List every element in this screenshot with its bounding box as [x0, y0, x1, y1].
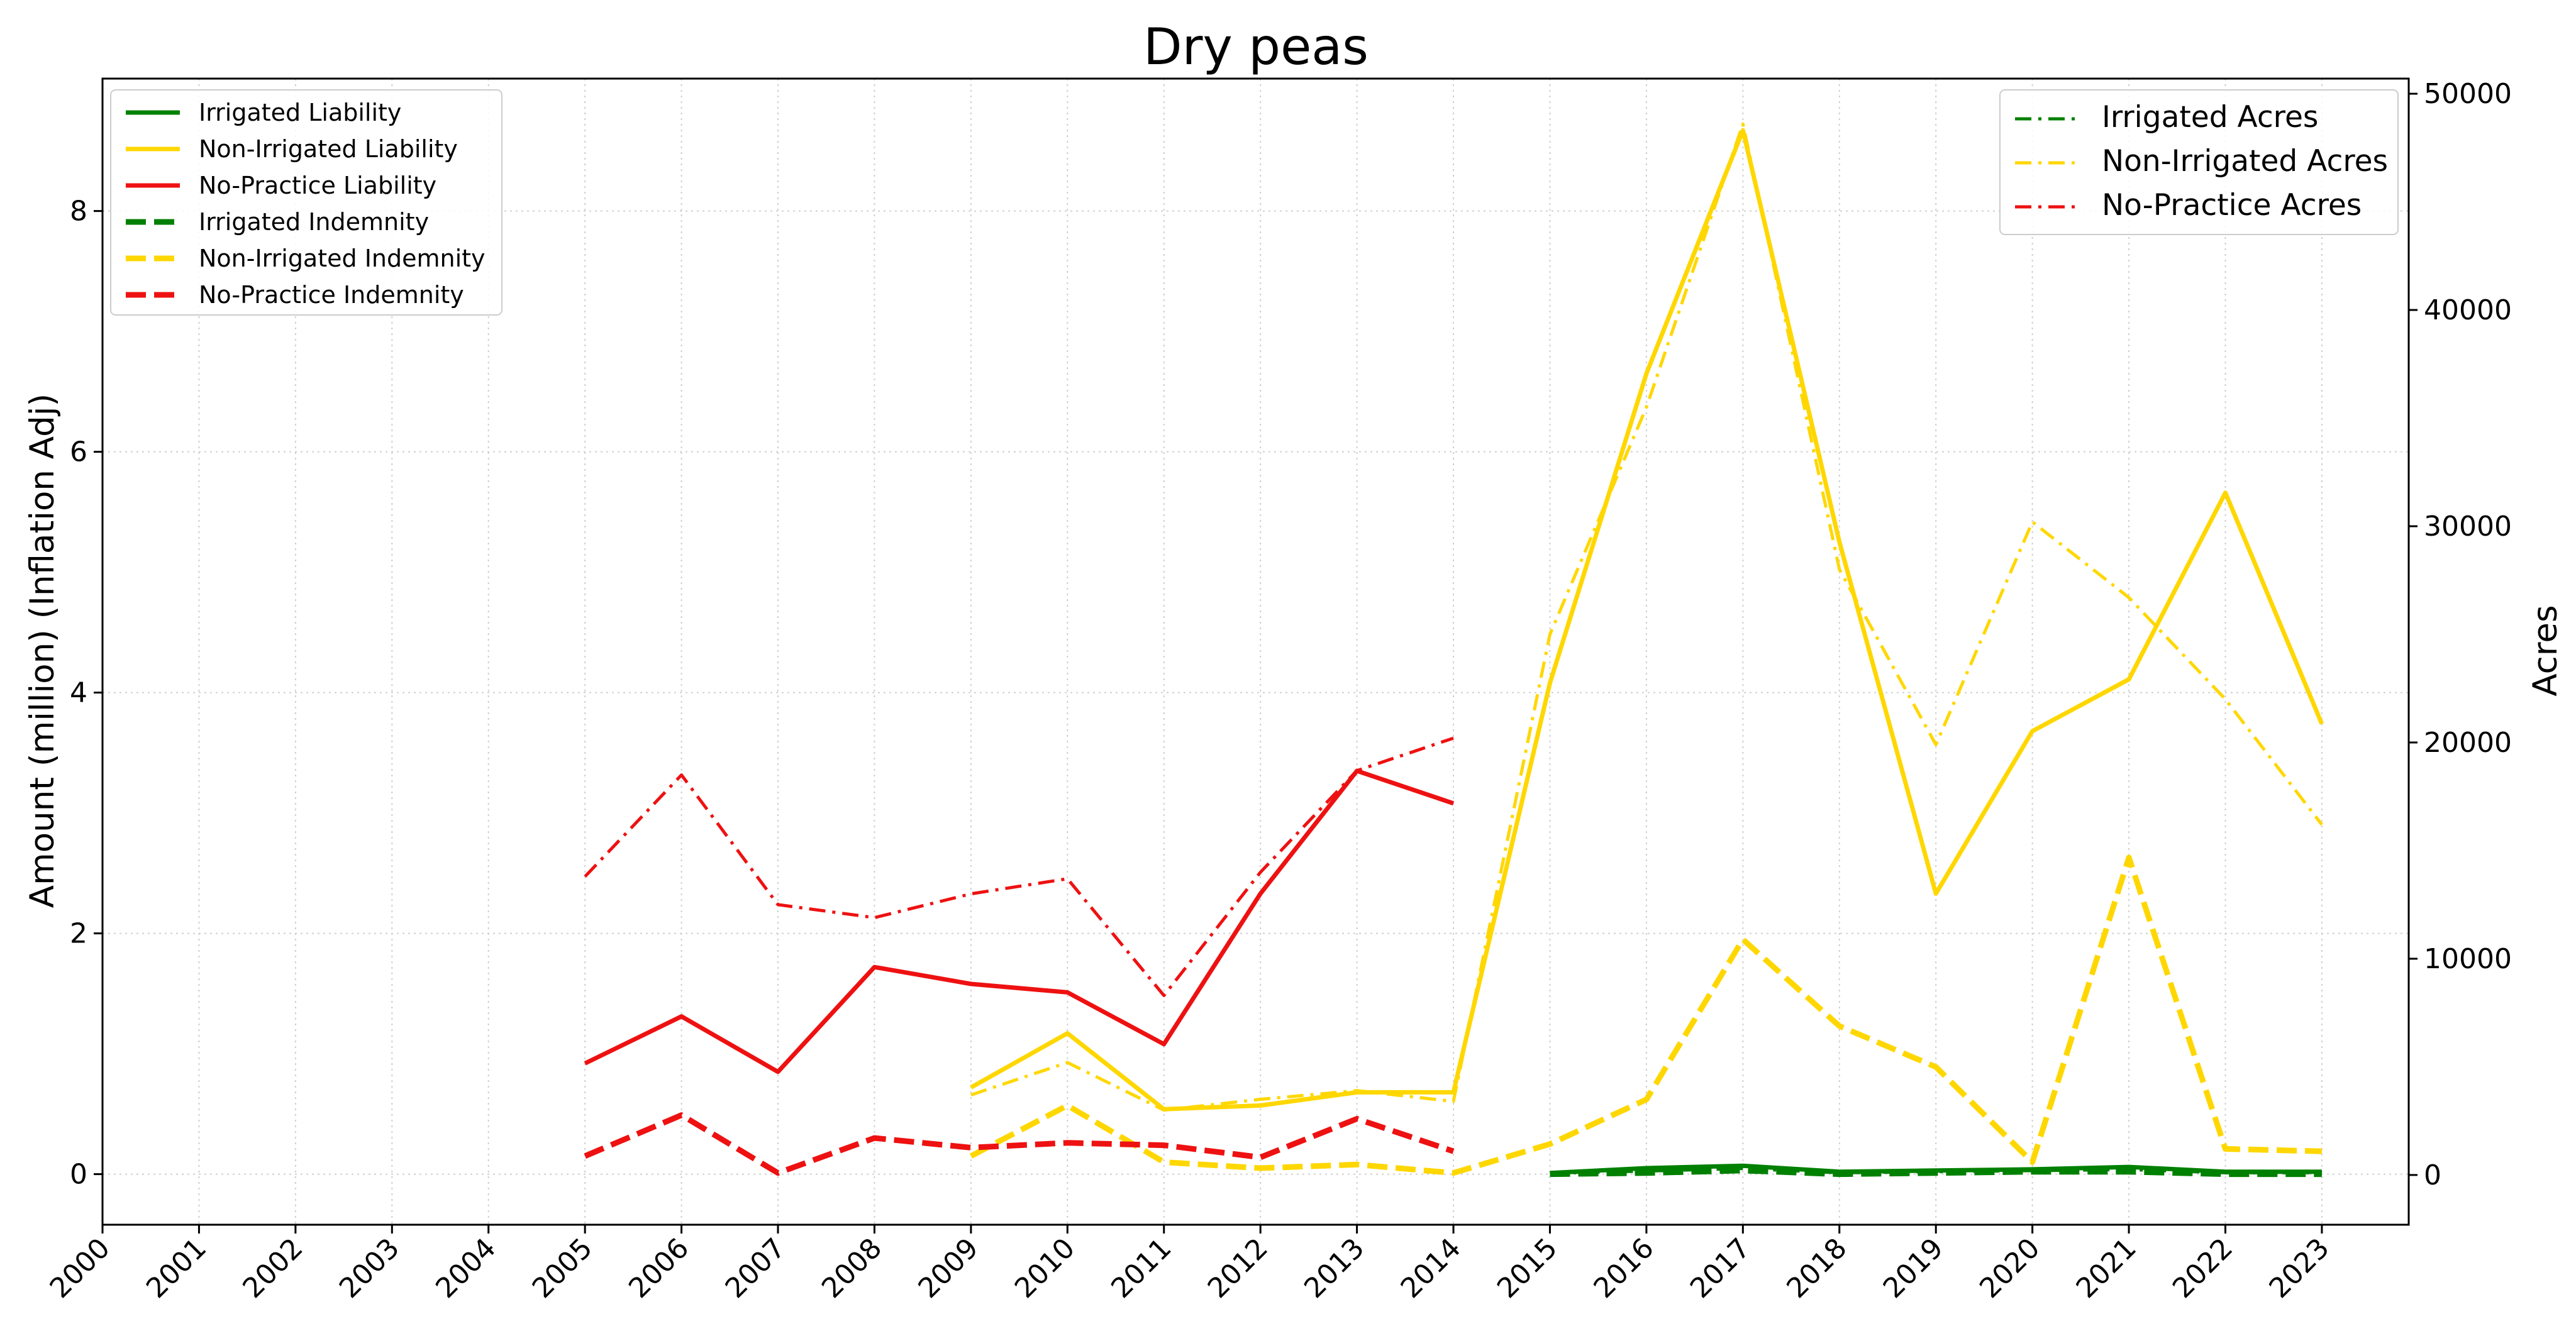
legend-acres: Irrigated Acres Non-Irrigated Acres No-Pra…	[1999, 89, 2399, 235]
x-tick-label: 2014	[1395, 1232, 1467, 1305]
series-line-non-irrigated-indemnity	[969, 854, 2323, 1176]
legend-label-non-irrigated-liability: Non-Irrigated Liability	[199, 135, 458, 163]
legend-label-no-practice-indemnity: No-Practice Indemnity	[199, 281, 464, 309]
y2-tick-label: 40000	[2424, 294, 2512, 326]
grid-lines	[102, 79, 2409, 1225]
x-tick-label: 2012	[1202, 1232, 1274, 1305]
y-axis-label: Amount (million) (Inflation Adj)	[23, 394, 62, 908]
x-tick-label: 2005	[526, 1232, 599, 1305]
series-line-no-practice-liability	[584, 768, 1455, 1074]
y2-tick-label: 0	[2424, 1159, 2441, 1191]
plot-frame	[101, 77, 2410, 1226]
x-tick-label: 2002	[236, 1232, 309, 1305]
y-tick-label: 4	[70, 677, 87, 709]
x-tick-label: 2010	[1009, 1232, 1081, 1305]
x-tick-label: 2011	[1105, 1232, 1177, 1305]
chart-title: Dry peas	[1143, 18, 1368, 76]
legend-frame	[1999, 89, 2399, 235]
y2-axis-label: Acres	[2526, 605, 2565, 696]
series-line-no-practice-indemnity	[584, 1112, 1455, 1176]
x-tick-label: 2020	[1974, 1232, 2046, 1305]
x-tick-label: 2009	[912, 1232, 984, 1305]
x-tick-label: 2023	[2263, 1232, 2335, 1305]
legend-label-irrigated-indemnity: Irrigated Indemnity	[199, 208, 429, 236]
series-line-irrigated-acres	[1550, 1167, 2322, 1175]
legend-frame	[110, 89, 502, 316]
x-tick-label: 2021	[2070, 1232, 2143, 1305]
y2-tick-label: 20000	[2424, 727, 2512, 759]
x-tick-label: 2001	[140, 1232, 213, 1305]
y-tick-label: 2	[70, 918, 87, 950]
legend-label-irrigated-liability: Irrigated Liability	[199, 99, 401, 126]
y2-tick-label: 10000	[2424, 943, 2512, 975]
x-tick-label: 2008	[816, 1232, 888, 1305]
y-tick-label: 6	[70, 436, 87, 468]
legend-label-no-practice-acres: No-Practice Acres	[2102, 188, 2362, 223]
series-layer	[584, 122, 2324, 1178]
series-line-no-practice-acres	[584, 736, 1454, 997]
x-axis-ticks: 2000 2001 2002 2003 2004 2005 2006 2007 2008 2009…	[44, 1225, 2336, 1305]
x-tick-label: 2013	[1298, 1232, 1370, 1305]
y2-tick-label: 30000	[2424, 511, 2512, 543]
series-line-non-irrigated-acres	[970, 122, 2323, 1112]
legend-label-irrigated-acres: Irrigated Acres	[2102, 100, 2318, 135]
x-tick-label: 2017	[1684, 1232, 1757, 1305]
x-tick-label: 2016	[1587, 1232, 1660, 1305]
x-tick-label: 2003	[333, 1232, 406, 1305]
series-line-irrigated-indemnity	[1550, 1168, 2322, 1178]
y-axis-ticks: 0 2 4 6 8	[70, 196, 103, 1191]
y-tick-label: 8	[70, 196, 87, 228]
legend-label-non-irrigated-acres: Non-Irrigated Acres	[2102, 144, 2388, 179]
x-tick-label: 2006	[623, 1232, 695, 1305]
y-tick-label: 0	[70, 1159, 87, 1191]
x-tick-label: 2000	[44, 1232, 116, 1305]
x-tick-label: 2022	[2167, 1232, 2239, 1305]
x-tick-label: 2018	[1780, 1232, 1853, 1305]
y2-axis-ticks: 0 10000 20000 30000 40000 50000	[2409, 78, 2512, 1191]
y2-tick-label: 50000	[2424, 78, 2512, 110]
legend-label-non-irrigated-indemnity: Non-Irrigated Indemnity	[199, 245, 486, 272]
x-tick-label: 2007	[719, 1232, 792, 1305]
legend-liability-indemnity: Irrigated Liability Non-Irrigated Liabili…	[110, 89, 502, 316]
legend-label-no-practice-liability: No-Practice Liability	[199, 172, 436, 199]
x-tick-label: 2004	[430, 1232, 502, 1305]
x-tick-label: 2019	[1877, 1232, 1950, 1305]
x-tick-label: 2015	[1491, 1232, 1563, 1305]
